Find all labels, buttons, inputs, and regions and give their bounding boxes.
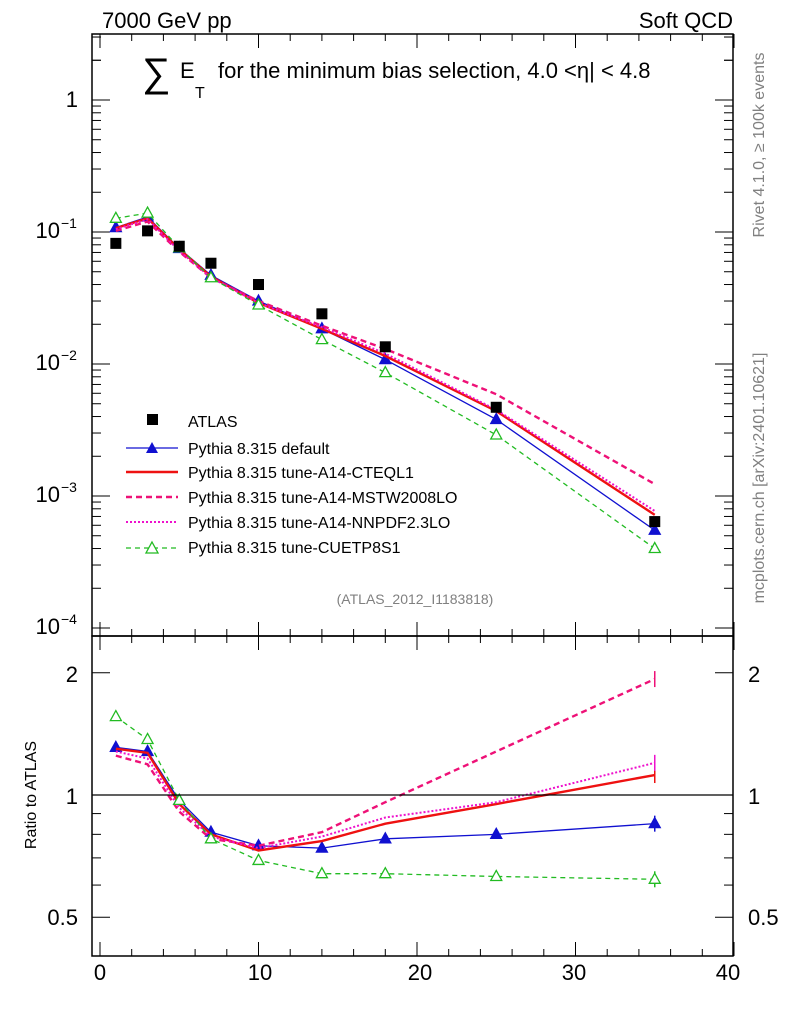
marker-tune-cuetp8s1 (378, 365, 392, 378)
marker-tune-cuetp8s1 (140, 205, 155, 218)
ratio-series-layer (109, 671, 662, 888)
marker-tune-cuetp8s1 (489, 427, 503, 440)
legend-label-cuetp8s1: Pythia 8.315 tune-CUETP8S1 (188, 540, 401, 557)
ratio-marker-tune-cuetp8s1 (204, 831, 218, 844)
main-series-layer (109, 205, 662, 554)
ratio-y-tick-labels: 2 1 0.5 2 1 0.5 (47, 662, 778, 930)
x-tick-10: 10 (248, 960, 272, 985)
x-tick-20: 20 (408, 960, 432, 985)
legend-label-mstw2008lo: Pythia 8.315 tune-A14-MSTW2008LO (188, 490, 457, 507)
atlas-data-point (490, 401, 502, 413)
atlas-data-point (316, 308, 328, 320)
main-series-clip (109, 205, 662, 554)
title-text: for the minimum bias selection, 4.0 <η| … (218, 58, 651, 83)
ratio-marker-default (648, 816, 662, 829)
ratio-tick-1-right: 1 (748, 784, 760, 809)
legend-marker-default (146, 442, 158, 453)
analysis-id-label: (ATLAS_2012_I1183818) (337, 591, 494, 607)
atlas-data-point (110, 237, 122, 249)
legend-label-default: Pythia 8.315 default (188, 441, 330, 458)
marker-tune-cuetp8s1 (648, 541, 662, 554)
y-tick-1e-4-exp: −4 (61, 611, 77, 627)
x-tick-0: 0 (94, 960, 106, 985)
marker-tune-cuetp8s1 (251, 297, 266, 310)
ratio-line-tune-cuetp8s1 (115, 716, 655, 880)
plot-title: ∑ E T for the minimum bias selection, 4.… (142, 51, 651, 102)
rivet-version-label: Rivet 4.1.0, ≥ 100k events (751, 53, 768, 238)
mcplots-citation: mcplots.cern.ch [arXiv:2401.10621] (751, 353, 768, 604)
atlas-data-point (173, 240, 185, 252)
x-tick-30: 30 (562, 960, 586, 985)
ratio-marker-tune-cuetp8s1 (315, 866, 329, 879)
ratio-marker-tune-cuetp8s1 (140, 732, 155, 745)
ratio-tick-2-left: 2 (66, 662, 78, 687)
atlas-data-point (205, 257, 217, 269)
ratio-y-axis-label: Ratio to ATLAS (23, 741, 40, 849)
y-tick-1e-1-exp: −1 (61, 215, 77, 231)
ratio-marker-tune-cuetp8s1 (172, 793, 186, 806)
legend-label-atlas: ATLAS (188, 414, 238, 431)
y-tick-1e-3-exp: −3 (61, 479, 77, 495)
ratio-tick-1-left: 1 (66, 784, 78, 809)
title-sum-symbol: ∑ (142, 51, 171, 95)
ratio-tick-05-right: 0.5 (748, 905, 779, 930)
main-y-tick-labels: 1 10 −1 10 −2 10 −3 10 −4 (36, 87, 78, 639)
x-tick-labels: 0 10 20 30 40 (94, 960, 740, 985)
ratio-tick-2-right: 2 (748, 662, 760, 687)
marker-tune-cuetp8s1 (315, 332, 329, 345)
ratio-marker-tune-cuetp8s1 (378, 866, 392, 879)
series-line-tune-cuetp8s1 (115, 212, 656, 550)
y-tick-1: 1 (66, 87, 78, 112)
atlas-data-point (253, 279, 264, 291)
ratio-line-tune-a14-cteql1 (115, 747, 655, 852)
marker-tune-cuetp8s1 (109, 210, 123, 223)
legend-marker-atlas (147, 414, 158, 425)
ratio-marker-tune-cuetp8s1 (109, 709, 123, 722)
ratio-marker-default (378, 831, 392, 844)
y-tick-1e-3: 10 (36, 482, 60, 507)
ratio-marker-default (489, 826, 503, 839)
ratio-marker-tune-cuetp8s1 (251, 853, 266, 866)
title-e: E (180, 58, 195, 83)
ratio-plot-frame (91, 635, 734, 957)
ratio-marker-default (315, 840, 329, 853)
ratio-line-tune-a14-mstw2008lo (115, 677, 656, 847)
legend-label-cteql1: Pythia 8.315 tune-A14-CTEQL1 (188, 465, 414, 482)
marker-tune-cuetp8s1 (204, 270, 218, 283)
ratio-line-tune-a14-nnpdf2-3lo (115, 750, 655, 850)
atlas-data-point (142, 225, 154, 237)
marker-default (648, 522, 662, 535)
energy-label: 7000 GeV pp (102, 8, 232, 33)
ratio-tick-05-left: 0.5 (47, 905, 78, 930)
legend-label-nnpdf23lo: Pythia 8.315 tune-A14-NNPDF2.3LO (188, 515, 450, 532)
process-label: Soft QCD (639, 8, 733, 33)
legend-marker-cuetp8s1 (144, 540, 160, 554)
title-t-subscript: T (195, 85, 205, 102)
atlas-data-point (379, 341, 391, 353)
x-tick-40: 40 (716, 960, 740, 985)
y-tick-1e-2: 10 (36, 350, 60, 375)
legend: ATLAS Pythia 8.315 default Pythia 8.315 … (126, 414, 457, 557)
y-tick-1e-2-exp: −2 (61, 347, 77, 363)
marker-default (489, 412, 503, 425)
y-tick-1e-4: 10 (36, 614, 60, 639)
ratio-marker-tune-cuetp8s1 (489, 869, 503, 882)
atlas-data-point (649, 516, 661, 528)
ratio-marker-tune-cuetp8s1 (648, 871, 662, 884)
y-tick-1e-1: 10 (36, 218, 60, 243)
